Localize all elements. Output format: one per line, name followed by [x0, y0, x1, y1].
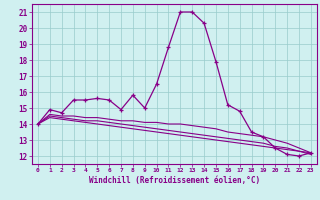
X-axis label: Windchill (Refroidissement éolien,°C): Windchill (Refroidissement éolien,°C) [89, 176, 260, 185]
